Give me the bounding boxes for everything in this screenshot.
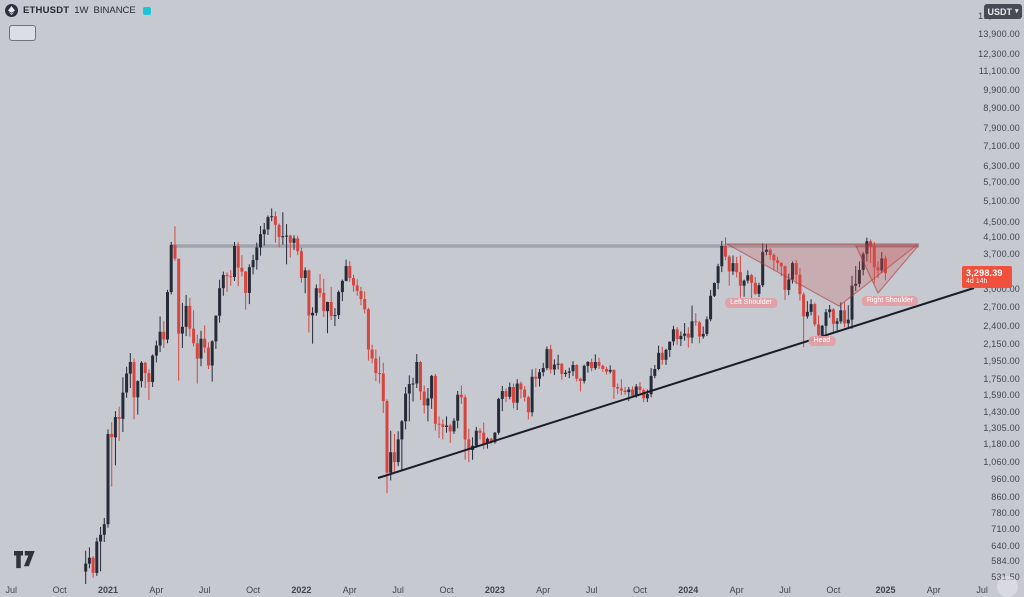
time-tick-label: Jul [976,585,988,595]
bar-countdown: 4d 14h [966,278,988,285]
price-tick-label: 8,900.00 [983,103,1020,113]
tradingview-watermark-icon [997,576,1018,597]
time-tick-label: Oct [826,585,841,595]
price-tick-label: 3,000.00 [983,284,1020,294]
time-tick-label: 2025 [875,585,896,595]
legend-toggle-button[interactable] [9,25,36,41]
time-tick-label: Apr [149,585,164,595]
price-tick-label: 860.00 [991,491,1020,502]
price-tick-label: 780.00 [991,508,1020,519]
time-tick-label: Apr [926,585,941,595]
price-tick-label: 2,700.00 [983,301,1020,312]
time-tick-label: Apr [342,585,357,595]
price-tick-label: 4,100.00 [983,232,1020,242]
symbol-header: ETHUSDT 1W BINANCE [5,4,151,17]
price-tick-label: 6,300.00 [983,160,1020,171]
pattern-label[interactable]: Right Shoulder [861,296,919,306]
price-tick-label: 4,500.00 [983,216,1020,227]
time-tick-label: Jul [392,585,404,595]
symbol-name[interactable]: ETHUSDT [23,5,70,16]
price-tick-label: 11,100.00 [978,66,1020,77]
time-tick-label: 2024 [678,585,699,595]
time-tick-label: Oct [52,585,67,595]
price-tick-label: 12,300.00 [978,49,1020,60]
flag-icon[interactable] [142,6,151,15]
price-tick-label: 5,700.00 [983,177,1020,188]
time-tick-label: Jul [5,585,18,595]
pattern-label[interactable]: Left Shoulder [725,298,777,308]
symbol-logo-icon [5,4,18,17]
price-tick-label: 1,750.00 [983,373,1020,384]
price-tick-label: 7,100.00 [983,140,1020,151]
currency-dropdown-button[interactable]: USDT ▾ [984,4,1022,19]
chevron-down-icon: ▾ [1014,8,1019,15]
currency-label: USDT [987,6,1012,17]
price-tick-label: 13,900.00 [978,28,1020,39]
time-tick-label: Apr [729,585,744,595]
price-tick-label: 1,305.00 [983,422,1020,433]
price-tick-label: 1,590.00 [983,389,1020,400]
price-tick-label: 531.50 [991,572,1020,582]
last-price-label: 3,298.39 4d 14h [962,266,1012,288]
price-tick-label: 3,700.00 [983,249,1020,260]
time-tick-label: Oct [439,585,454,595]
price-tick-label: 1,950.00 [983,355,1020,366]
time-tick-label: 2023 [484,585,505,595]
price-tick-label: 1,430.00 [983,407,1020,418]
time-tick-label: Oct [246,585,261,595]
price-tick-label: 960.00 [991,473,1020,484]
price-tick-label: 1,180.00 [983,439,1020,450]
time-tick-label: Oct [632,585,648,595]
time-tick-label: Jul [585,585,598,595]
price-tick-label: 640.00 [991,541,1020,552]
price-tick-label: 1,060.00 [983,457,1020,468]
price-tick-label: 584.00 [991,556,1020,567]
price-tick-label: 2,150.00 [983,339,1020,350]
time-tick-label: Jul [779,585,791,595]
time-tick-label: Jul [198,585,211,595]
time-tick-label: 2022 [291,585,312,595]
price-tick-label: 9,900.00 [983,85,1020,96]
pattern-label[interactable]: Head [808,336,836,346]
exchange-label[interactable]: BINANCE [93,5,136,16]
interval-label[interactable]: 1W [74,5,89,16]
price-tick-label: 7,900.00 [983,122,1020,133]
price-tick-label: 5,100.00 [983,195,1020,206]
last-price-value: 3,298.39 [966,268,1003,278]
tradingview-logo-icon[interactable] [14,551,38,575]
time-tick-label: 2021 [97,585,119,595]
price-tick-label: 710.00 [991,523,1020,534]
time-tick-label: Apr [536,585,551,595]
price-tick-label: 2,400.00 [983,321,1020,332]
